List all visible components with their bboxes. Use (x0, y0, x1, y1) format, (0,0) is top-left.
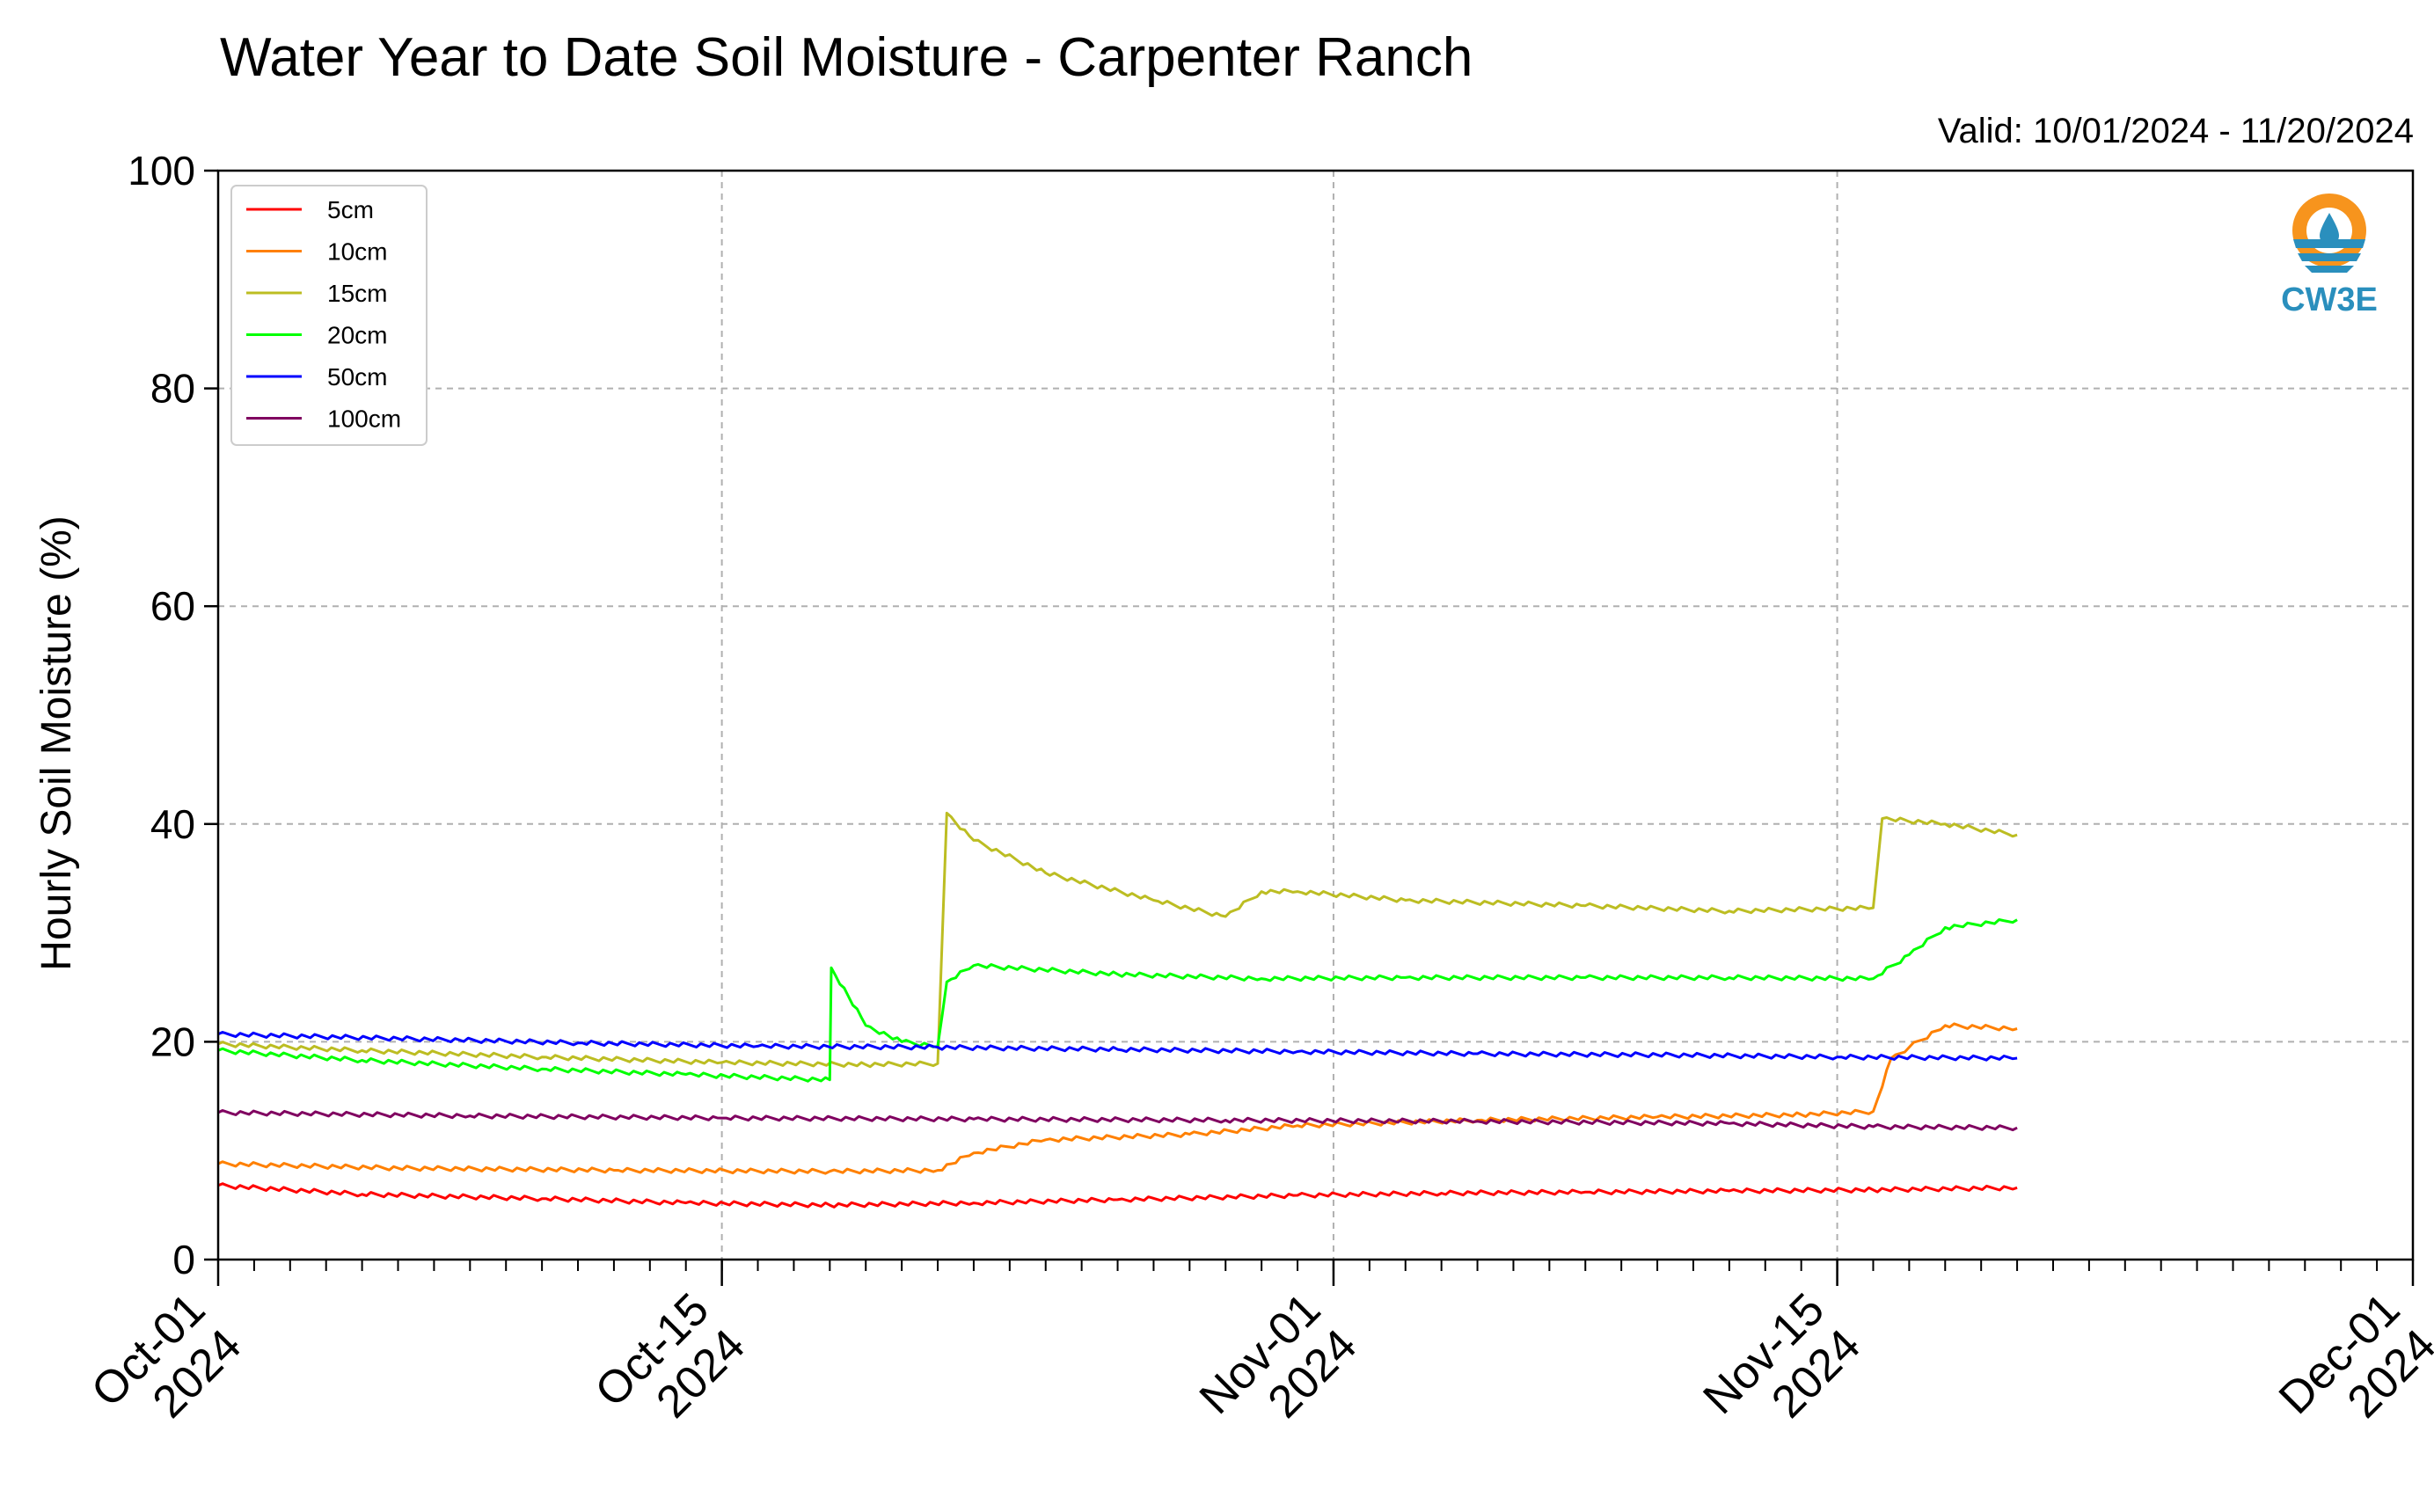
x-tick-label: Oct-152024 (586, 1283, 755, 1452)
series-line-10cm (217, 1022, 2018, 1175)
y-tick-label: 0 (172, 1237, 195, 1282)
legend-label: 5cm (327, 196, 374, 223)
series-line-5cm (217, 1182, 2018, 1209)
legend-label: 10cm (327, 238, 387, 266)
series-line-50cm (217, 1031, 2018, 1062)
series-lines (217, 811, 2018, 1209)
x-axis-ticks: Oct-012024 Oct-152024 Nov-012024 Nov-152024… (82, 1260, 2434, 1460)
legend-label: 100cm (327, 405, 401, 433)
series-line-100cm (217, 1109, 2018, 1132)
grid-lines (218, 171, 2413, 1260)
y-tick-label: 80 (150, 366, 195, 412)
x-tick-label: Nov-152024 (1694, 1283, 1871, 1460)
chart-subtitle: Valid: 10/01/2024 - 11/20/2024 (1938, 112, 2414, 150)
cw3e-logo: CW3E (2281, 194, 2378, 318)
y-tick-label: 100 (128, 148, 195, 194)
y-axis-ticks: 0 20 40 60 80 100 (128, 148, 218, 1282)
y-tick-label: 40 (150, 801, 195, 847)
legend-label: 20cm (327, 322, 387, 349)
x-tick-label: Nov-012024 (1190, 1283, 1367, 1460)
legend-label: 15cm (327, 280, 387, 307)
series-line-15cm (217, 811, 2018, 1069)
y-axis-label: Hourly Soil Moisture (%) (33, 515, 80, 970)
legend-label: 50cm (327, 363, 387, 391)
x-tick-label: Dec-012024 (2270, 1283, 2434, 1460)
legend: 5cm 10cm 15cm 20cm 50cm 100cm (230, 185, 428, 446)
y-tick-label: 20 (150, 1019, 195, 1064)
chart-title: Water Year to Date Soil Moisture - Carpe… (220, 27, 1473, 88)
series-line-20cm (217, 918, 2018, 1083)
x-tick-label: Oct-012024 (82, 1283, 251, 1452)
plot-frame (216, 169, 2415, 1261)
y-tick-label: 60 (150, 583, 195, 629)
cw3e-logo-icon (2292, 194, 2366, 273)
cw3e-logo-label: CW3E (2281, 281, 2378, 318)
